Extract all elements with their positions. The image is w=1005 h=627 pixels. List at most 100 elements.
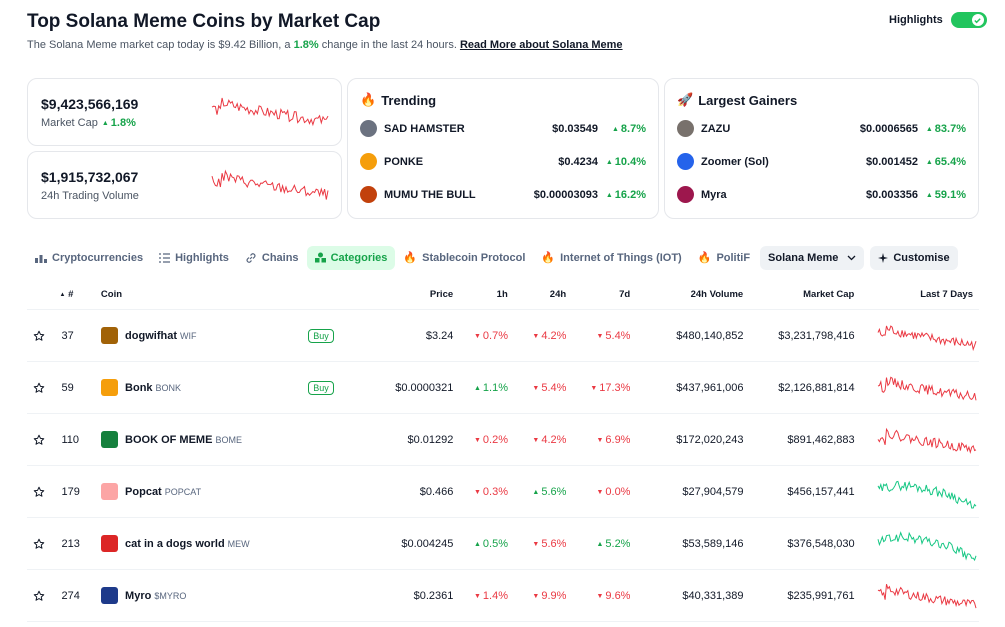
fire-icon: 🔥	[697, 252, 712, 264]
header-volume[interactable]: 24h Volume	[690, 289, 744, 300]
market-cap: $376,548,030	[787, 537, 855, 550]
header-coin[interactable]: Coin	[100, 289, 123, 300]
star-icon[interactable]	[27, 434, 51, 446]
header-rank[interactable]: ▲ #	[59, 289, 74, 300]
trending-item[interactable]: MUMU THE BULL $0.00003093 ▲ 16.2%	[360, 178, 646, 211]
gainer-item[interactable]: Zoomer (Sol) $0.001452 ▲ 65.4%	[677, 145, 966, 178]
myra-avatar-icon	[677, 186, 694, 203]
price: $0.0000321	[395, 381, 454, 394]
down-arrow-icon: ▼	[596, 436, 604, 444]
price: $3.24	[425, 329, 454, 342]
header-7d[interactable]: 7d	[619, 289, 631, 300]
coin-cell[interactable]: BOOK OF MEME BOME	[101, 431, 350, 448]
rank: 59	[61, 381, 74, 394]
change-h24: ▼ 5.6%	[532, 537, 567, 550]
change-h24: ▼ 4.2%	[532, 329, 567, 342]
change-d7: ▼ 0.0%	[596, 485, 631, 498]
sparkle-icon	[878, 252, 889, 263]
categories-icon	[314, 252, 326, 263]
tab-cryptocurrencies[interactable]: Cryptocurrencies	[27, 246, 151, 270]
coin-logo-icon	[101, 535, 119, 552]
volume: $172,020,243	[676, 433, 744, 446]
header-last-7-days: Last 7 Days	[920, 289, 973, 300]
chevron-down-icon	[847, 255, 856, 260]
change-h1: ▲ 1.1%	[473, 381, 508, 394]
volume-label: 24h Trading Volume	[41, 190, 139, 202]
zoomer-avatar-icon	[677, 153, 694, 170]
trending-item[interactable]: SAD HAMSTER $0.03549 ▲ 8.7%	[360, 112, 646, 145]
coin-cell[interactable]: Myro $MYRO	[101, 587, 350, 604]
down-arrow-icon: ▼	[596, 488, 604, 496]
star-icon[interactable]	[27, 382, 51, 394]
coin-cell[interactable]: dogwifhat WIF Buy	[101, 327, 350, 344]
market-cap: $891,462,883	[787, 433, 855, 446]
table-row[interactable]: 59 Bonk BONK Buy $0.0000321 ▲ 1.1% ▼ 5.4% ▼ 17.3% $…	[27, 362, 979, 414]
star-icon[interactable]	[27, 330, 51, 342]
table-row[interactable]: 274 Myro $MYRO $0.2361 ▼ 1.4% ▼ 9.9% ▼ 9.6% $40,33…	[27, 570, 979, 622]
tab-categories[interactable]: Categories	[306, 245, 396, 270]
tab-chains[interactable]: Chains	[237, 246, 307, 270]
tab-stablecoin-protocol[interactable]: 🔥 Stablecoin Protocol	[403, 251, 526, 265]
table-row[interactable]: 110 BOOK OF MEME BOME $0.01292 ▼ 0.2% ▼ 4.2% ▼ 6.…	[27, 414, 979, 466]
coin-cell[interactable]: Popcat POPCAT	[101, 483, 350, 500]
gainers-card: 🚀 Largest Gainers ZAZU $0.0006565 ▲ 83.7%…	[664, 78, 979, 219]
tab-internet-of-things[interactable]: 🔥 Internet of Things (IOT)	[541, 251, 682, 265]
down-arrow-icon: ▼	[590, 384, 598, 392]
highlights-toggle[interactable]	[950, 12, 987, 28]
rank: 213	[61, 537, 80, 550]
sad-hamster-avatar-icon	[360, 120, 377, 137]
coin-symbol: BONK	[155, 382, 182, 393]
coin-cell[interactable]: Bonk BONK Buy	[101, 379, 350, 396]
tab-highlights[interactable]: Highlights	[151, 246, 237, 270]
header-24h[interactable]: 24h	[549, 289, 567, 300]
trending-item[interactable]: PONKE $0.4234 ▲ 10.4%	[360, 145, 646, 178]
tab-politif[interactable]: 🔥 PolitiF	[697, 251, 751, 265]
rank: 274	[61, 589, 80, 602]
star-icon[interactable]	[27, 538, 51, 550]
toggle-knob	[970, 13, 985, 27]
coin-logo-icon	[101, 483, 119, 500]
coin-logo-icon	[101, 379, 119, 396]
list-icon	[159, 252, 171, 263]
change-d7: ▼ 9.6%	[596, 589, 631, 602]
coins-table: ▲ # Coin Price 1h 24h 7d 24h Volume Mark…	[27, 280, 979, 622]
down-arrow-icon: ▼	[473, 592, 481, 600]
market-cap: $456,157,441	[787, 485, 855, 498]
rank: 179	[61, 485, 80, 498]
solana-meme-dropdown[interactable]: Solana Meme	[760, 245, 865, 270]
page-title: Top Solana Meme Coins by Market Cap	[27, 11, 381, 32]
market-cap: $235,991,761	[787, 589, 855, 602]
table-header: ▲ # Coin Price 1h 24h 7d 24h Volume Mark…	[27, 280, 979, 310]
link-icon	[246, 252, 256, 263]
coin-name: BOOK OF MEME	[125, 433, 213, 446]
read-more-link[interactable]: Read More about Solana Meme	[459, 39, 623, 51]
page-header: Top Solana Meme Coins by Market Cap The …	[27, 10, 987, 52]
buy-button[interactable]: Buy	[308, 328, 334, 343]
coin-symbol: POPCAT	[164, 486, 202, 497]
table-row[interactable]: 37 dogwifhat WIF Buy $3.24 ▼ 0.7% ▼ 4.2% ▼ 5.4% $48…	[27, 310, 979, 362]
table-row[interactable]: 213 cat in a dogs world MEW $0.004245 ▲ 0.5% ▼…	[27, 518, 979, 570]
star-icon[interactable]	[27, 590, 51, 602]
coin-cell[interactable]: cat in a dogs world MEW	[101, 535, 350, 552]
down-arrow-icon: ▼	[532, 436, 540, 444]
rank: 37	[61, 329, 74, 342]
down-arrow-icon: ▼	[532, 332, 540, 340]
gainer-item[interactable]: Myra $0.003356 ▲ 59.1%	[677, 178, 966, 211]
customise-button[interactable]: Customise	[870, 245, 958, 270]
header-market-cap[interactable]: Market Cap	[803, 289, 855, 300]
header-1h[interactable]: 1h	[496, 289, 508, 300]
price: $0.01292	[407, 433, 454, 446]
coin-name: dogwifhat	[125, 329, 177, 342]
star-icon[interactable]	[27, 486, 51, 498]
gainers-title: 🚀 Largest Gainers	[677, 92, 798, 108]
buy-button[interactable]: Buy	[308, 380, 334, 395]
table-row[interactable]: 179 Popcat POPCAT $0.466 ▼ 0.3% ▲ 5.6% ▼ 0.0% $27,…	[27, 466, 979, 518]
coin-logo-icon	[101, 327, 119, 344]
rank: 110	[61, 433, 80, 446]
header-price[interactable]: Price	[429, 289, 454, 300]
down-arrow-icon: ▼	[532, 384, 540, 392]
change-h1: ▼ 0.7%	[473, 329, 508, 342]
change-d7: ▲ 5.2%	[596, 537, 631, 550]
gainer-item[interactable]: ZAZU $0.0006565 ▲ 83.7%	[677, 112, 966, 145]
coin-symbol: BOME	[215, 434, 242, 445]
